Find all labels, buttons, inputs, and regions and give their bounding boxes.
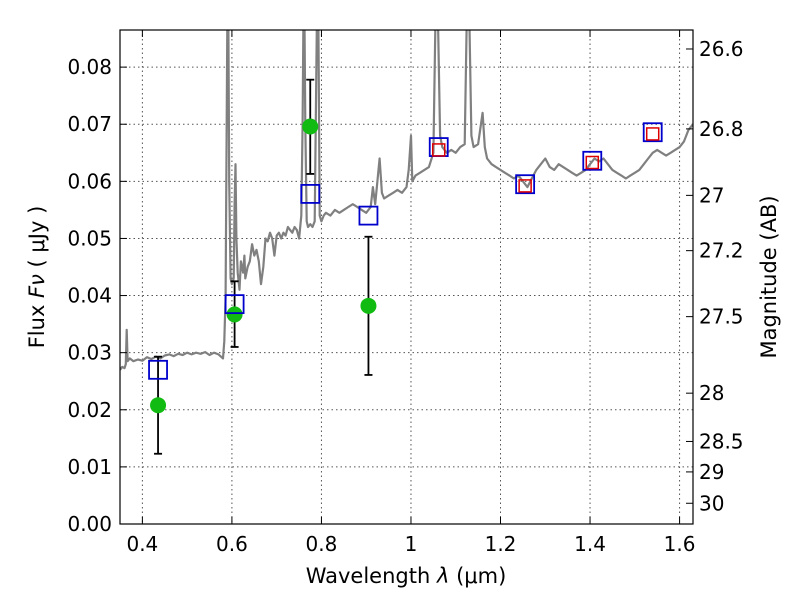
observed-point: [302, 118, 319, 135]
right-tick-label: 27.2: [699, 239, 744, 263]
y-tick-label: 0.08: [67, 55, 112, 79]
y-tick-label: 0.05: [67, 226, 112, 250]
y-tick-label: 0.06: [67, 169, 112, 193]
model-point-blue: [224, 294, 245, 315]
x-tick-label: 0.8: [306, 532, 338, 556]
x-tick-label: 0.6: [216, 532, 248, 556]
model-point-blue: [148, 359, 168, 380]
plot-area: [120, 30, 693, 455]
model-point-red: [431, 143, 446, 157]
observed-point: [226, 306, 243, 323]
x-tick-label: 0.4: [126, 532, 158, 556]
axes-frame: [119, 29, 694, 525]
right-tick-label: 26.8: [699, 117, 744, 141]
model-point-blue: [300, 184, 321, 204]
model-point-red: [585, 155, 600, 170]
right-tick-label: 28.5: [699, 429, 744, 453]
y-tick-label: 0.03: [67, 341, 112, 365]
x-tick-label: 1.2: [485, 532, 517, 556]
x-tick-label: 1.4: [574, 532, 606, 556]
right-tick-label: 29: [699, 460, 724, 484]
right-tick-label: 27: [699, 183, 724, 207]
model-point-blue: [642, 122, 663, 143]
spectrum-line: [120, 30, 693, 371]
model-point-blue: [358, 205, 379, 226]
y-tick-label: 0.01: [67, 455, 112, 479]
y-axis-label-left: Flux Fν ( μJy ): [25, 206, 49, 349]
right-tick-label: 26.6: [699, 37, 744, 61]
observed-point: [360, 297, 377, 314]
x-tick-label: 1: [405, 532, 418, 556]
x-tick-label: 1.6: [664, 532, 696, 556]
x-axis-label: Wavelength λ (μm): [306, 564, 507, 588]
ticks: 0.4 0.6 0.8 1 1.2 1.4 1.6 0.00 0.01 0.02 0.03 0.04 0…: [67, 30, 744, 556]
y-axis-label-right: Magnitude (AB): [757, 195, 781, 358]
model-point-red: [518, 179, 532, 193]
y-tick-label: 0.00: [67, 512, 112, 536]
y-tick-label: 0.04: [67, 284, 112, 308]
model-point-blue: [515, 174, 536, 195]
model-point-red: [645, 127, 660, 141]
model-point-blue: [582, 150, 603, 171]
observed-point: [150, 397, 167, 414]
right-tick-label: 30: [699, 491, 724, 515]
right-tick-label: 28: [699, 381, 724, 405]
y-tick-label: 0.02: [67, 398, 112, 422]
y-tick-label: 0.07: [67, 112, 112, 136]
right-tick-label: 27.5: [699, 305, 744, 329]
grid: [120, 30, 693, 525]
